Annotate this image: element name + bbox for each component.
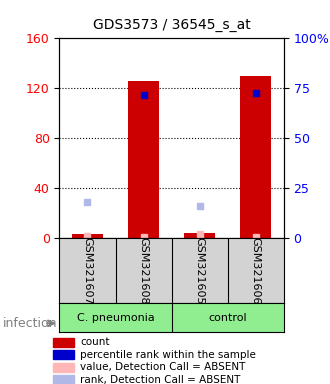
Text: count: count bbox=[80, 337, 110, 347]
Bar bbox=[128, 81, 159, 238]
Text: GSM321605: GSM321605 bbox=[195, 237, 205, 305]
Text: infection: infection bbox=[3, 317, 58, 330]
Bar bbox=[53, 350, 74, 359]
Text: control: control bbox=[208, 313, 247, 323]
Text: value, Detection Call = ABSENT: value, Detection Call = ABSENT bbox=[80, 362, 246, 372]
Bar bbox=[53, 362, 74, 372]
Text: GSM321608: GSM321608 bbox=[139, 237, 148, 305]
Text: GSM321606: GSM321606 bbox=[251, 237, 261, 305]
Text: GDS3573 / 36545_s_at: GDS3573 / 36545_s_at bbox=[93, 18, 250, 32]
Bar bbox=[53, 375, 74, 384]
Text: GSM321607: GSM321607 bbox=[82, 237, 92, 305]
Bar bbox=[53, 338, 74, 346]
Bar bbox=[72, 234, 103, 238]
Text: C. pneumonia: C. pneumonia bbox=[77, 313, 154, 323]
Bar bbox=[240, 76, 271, 238]
Text: rank, Detection Call = ABSENT: rank, Detection Call = ABSENT bbox=[80, 374, 241, 384]
Text: percentile rank within the sample: percentile rank within the sample bbox=[80, 349, 256, 359]
Bar bbox=[184, 233, 215, 238]
